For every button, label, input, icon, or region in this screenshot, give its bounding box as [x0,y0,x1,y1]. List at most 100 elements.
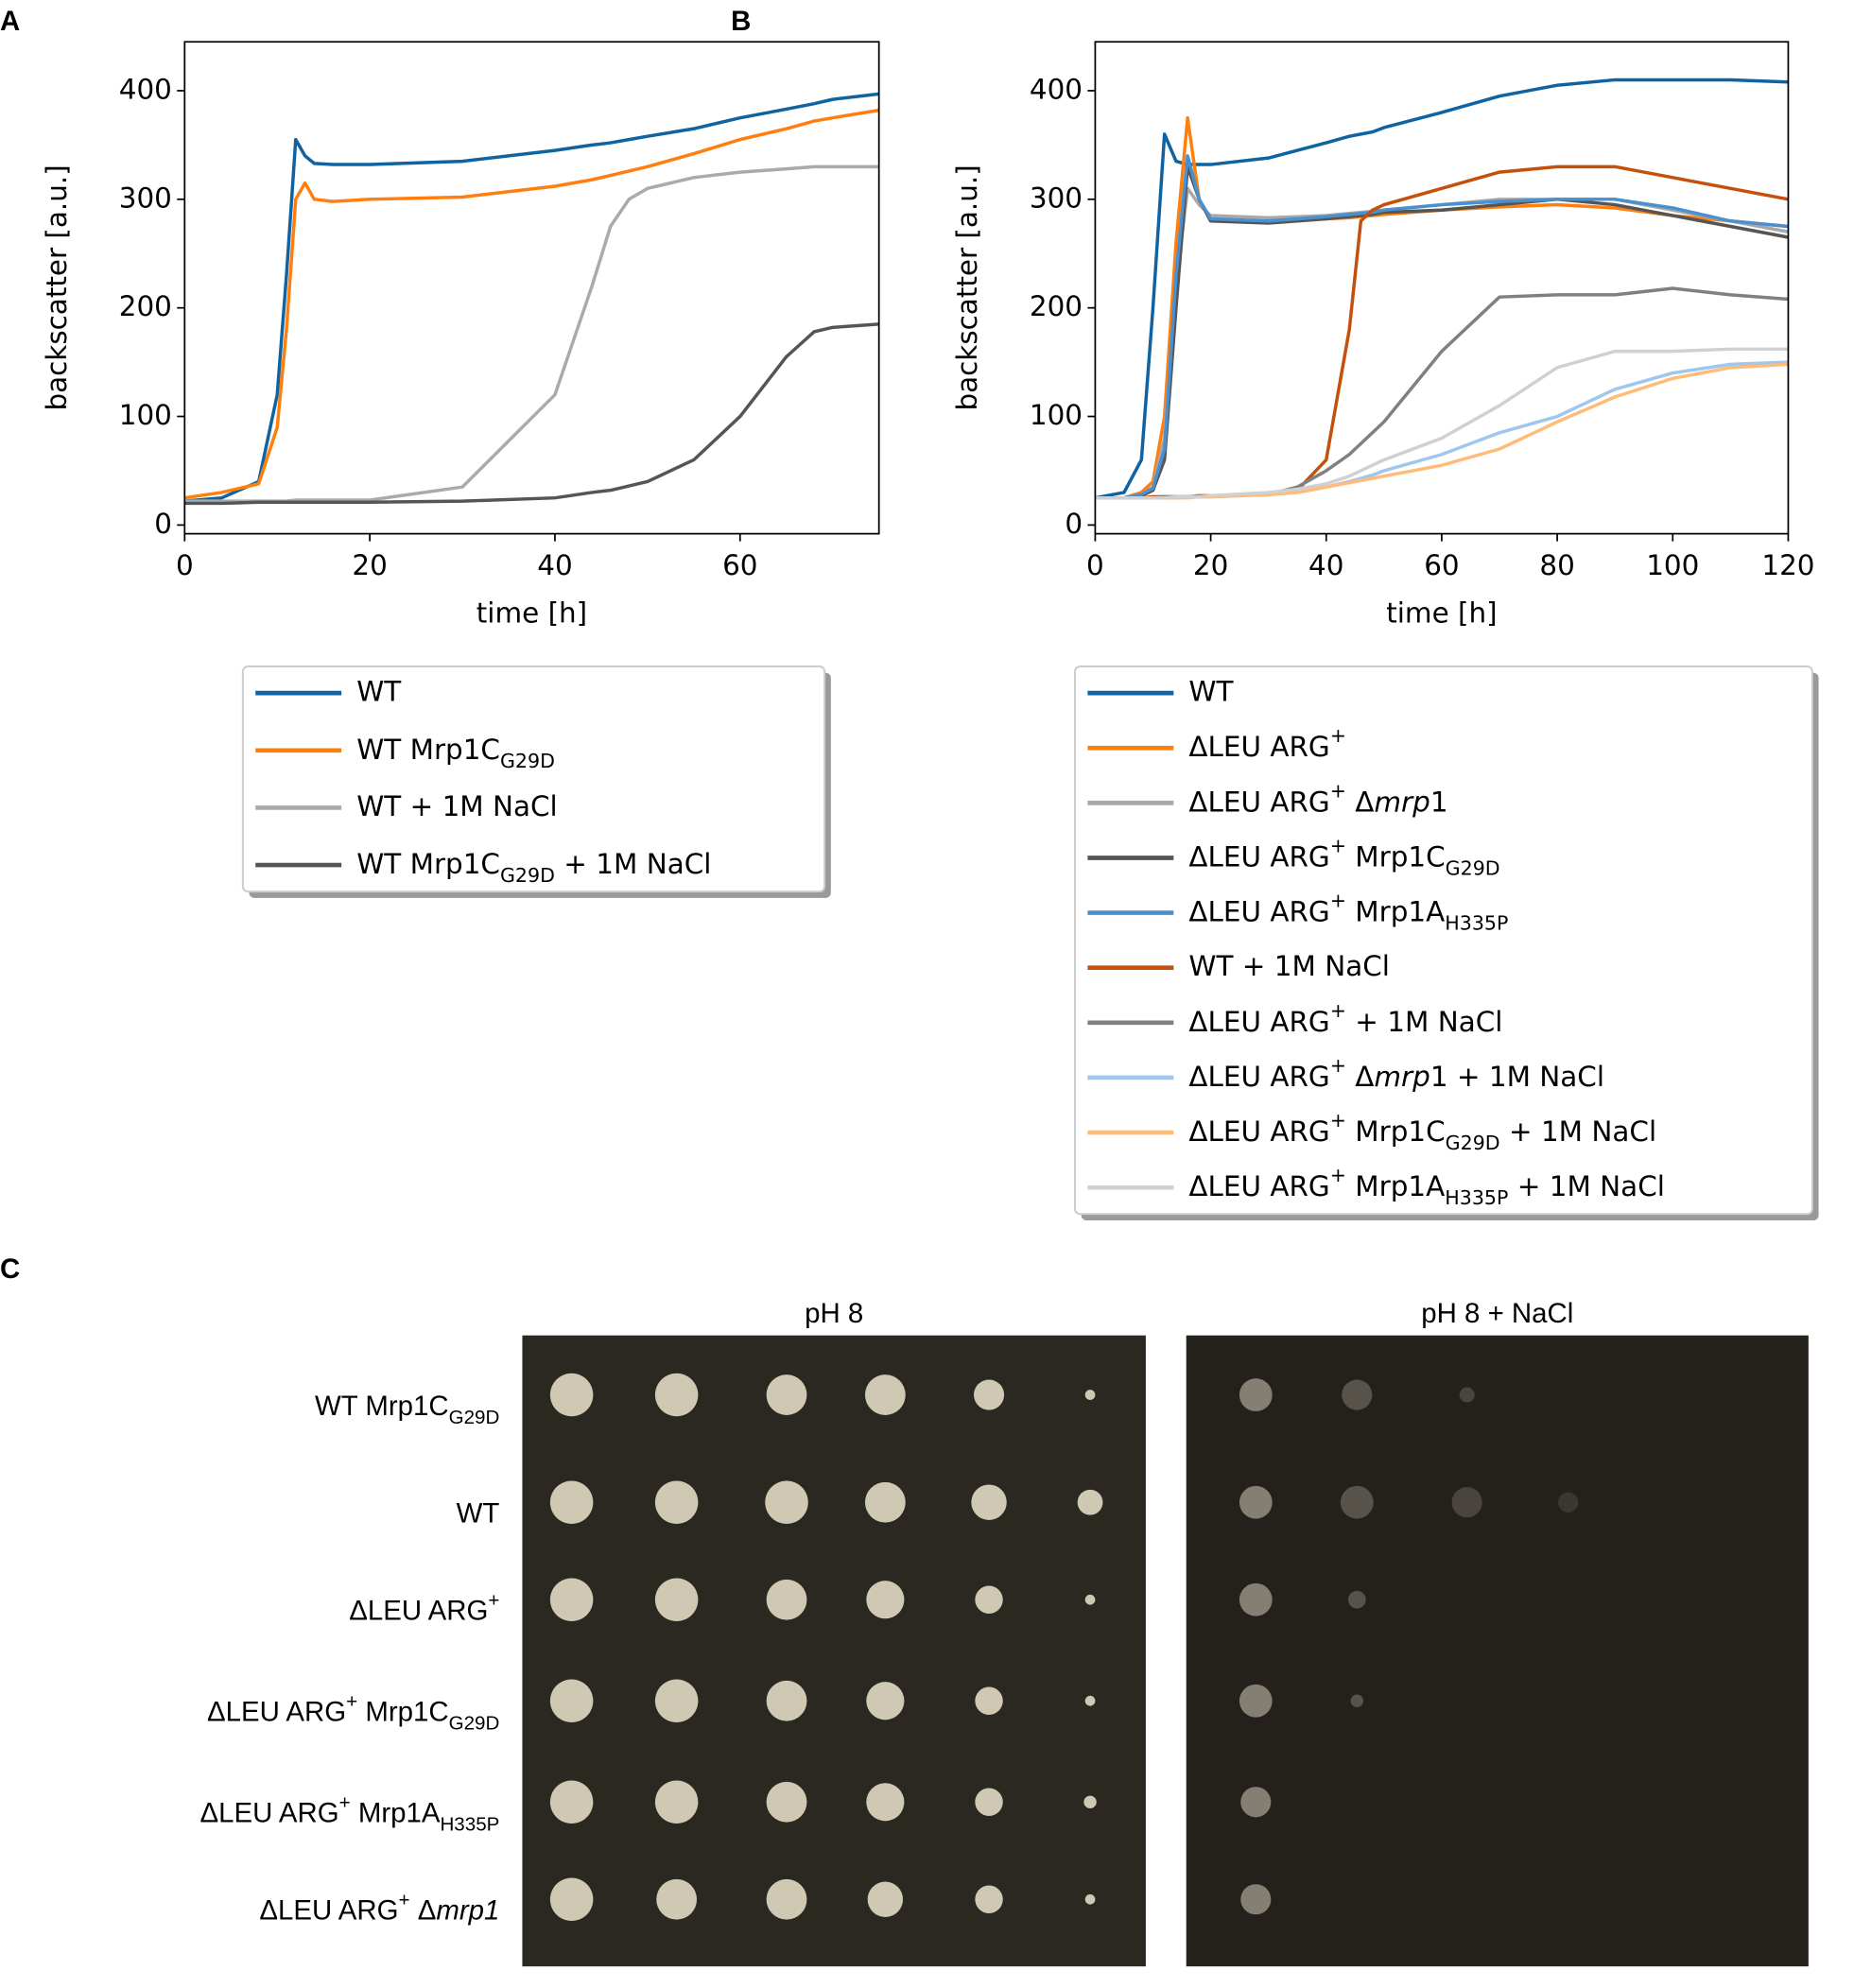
legend-label: ΔLEU ARG+ Mrp1CG29D [1188,834,1499,879]
series-line [1095,154,1789,500]
colony-spot [866,1581,905,1619]
colony-spot [1084,1390,1096,1400]
colony-spot [654,1480,699,1524]
y-tick-label: 200 [119,290,172,322]
text-run: 1 + 1M NaCl [1430,1060,1604,1092]
legend-label: ΔLEU ARG+ Δmrp1 + 1M NaCl [1188,1054,1604,1093]
text-run-sub: G29D [449,1713,500,1735]
text-run: Δ [1346,1060,1374,1092]
colony-spot [549,1679,594,1722]
plate-photo [1186,1335,1809,1967]
legend-label: WT + 1M NaCl [1188,950,1390,982]
colony-spot [866,1783,905,1822]
legend-label: ΔLEU ARG+ Mrp1CG29D + 1M NaCl [1188,1109,1656,1154]
colony-spot [656,1878,698,1920]
text-run-sub: H335P [440,1814,499,1836]
colony-spot [864,1481,906,1523]
text-run-sup: + [1330,999,1346,1022]
colony-spot [1340,1485,1374,1519]
series-line [1095,186,1789,500]
text-run: + 1M NaCl [1500,1115,1656,1148]
text-run: Mrp1A [351,1797,441,1828]
text-run: Δ [1346,786,1374,818]
row-label: ΔLEU ARG+ [349,1590,499,1627]
text-run-it: mrp1 [436,1894,499,1926]
colony-spot [1347,1590,1366,1609]
text-run: ΔLEU ARG [1188,731,1329,763]
text-run: + 1M NaCl [555,848,711,880]
colony-spot [971,1484,1007,1520]
colony-spot [654,1679,699,1722]
colony-spot [1083,1795,1097,1808]
text-run-sup: + [399,1890,410,1911]
x-tick-label: 120 [1761,549,1814,581]
colony-spot [765,1480,808,1524]
y-tick-label: 0 [154,508,172,540]
plate-photo [522,1335,1146,1967]
legend-label: ΔLEU ARG+ [1188,724,1346,763]
text-run-it: mrp [1374,786,1429,818]
text-run: ΔLEU ARG [1188,1060,1329,1092]
row-label: WT Mrp1CG29D [315,1391,499,1428]
text-run-sup: + [1330,779,1346,802]
x-tick-label: 80 [1539,549,1574,581]
plot-frame [183,41,880,535]
text-run: ΔLEU ARG [1188,786,1329,818]
series-line [184,92,879,503]
x-tick-label: 60 [1424,549,1459,581]
text-run-it: mrp [1374,1060,1429,1092]
text-run: ΔLEU ARG [1188,1170,1329,1202]
colony-spot [975,1686,1003,1715]
colony-spot [766,1781,807,1823]
text-run-sup: + [346,1691,357,1713]
colony-spot [975,1885,1003,1913]
text-run: Δ [410,1894,437,1926]
row-label: ΔLEU ARG+ Mrp1AH335P [200,1792,500,1836]
text-run: ΔLEU ARG [1188,1005,1329,1037]
legend-label: ΔLEU ARG+ Mrp1AH335P [1188,890,1508,935]
y-axis-label: backscatter [a.u.] [41,164,73,410]
series-line [184,322,879,506]
text-run-sub: G29D [1446,1132,1500,1154]
text-run-sup: + [1330,890,1346,912]
y-tick-label: 400 [1030,73,1083,105]
series-line [184,164,879,503]
text-run: ΔLEU ARG [259,1894,398,1926]
legend-box [241,666,826,893]
series-line [184,108,879,500]
legend-label: ΔLEU ARG+ Δmrp1 [1188,779,1447,818]
colony-spot [1350,1694,1363,1707]
series-line [1095,78,1789,500]
colony-spot [973,1379,1005,1410]
y-tick-label: 300 [119,182,172,214]
text-run: Mrp1A [1346,1170,1445,1202]
x-axis-label: time [h] [476,597,587,630]
panel-label: B [731,6,751,37]
column-title: pH 8 + NaCl [1421,1298,1573,1329]
colony-spot [1239,1378,1273,1411]
colony-spot [1084,1695,1096,1706]
x-axis-label: time [h] [1386,597,1497,630]
text-run: WT Mrp1C [315,1391,449,1422]
colony-spot [1240,1787,1272,1818]
panel-label: A [0,6,20,37]
colony-spot [766,1878,807,1920]
colony-spot [766,1374,807,1415]
colony-spot [1239,1684,1273,1718]
legend-label: WT [356,676,402,708]
x-tick-label: 0 [1086,549,1104,581]
colony-spot [864,1374,906,1415]
text-run: ΔLEU ARG [1188,1115,1329,1148]
legend-label: WT + 1M NaCl [356,790,558,822]
colony-spot [766,1680,807,1721]
legend-label: ΔLEU ARG+ Mrp1AH335P + 1M NaCl [1188,1164,1665,1209]
y-tick-label: 100 [1030,399,1083,431]
text-run: ΔLEU ARG [349,1595,488,1626]
series-line [1095,360,1789,500]
text-run: ΔLEU ARG [207,1696,346,1727]
x-tick-label: 40 [537,549,572,581]
legend-label: WT [1188,676,1234,708]
plot-frame [1094,41,1790,535]
row-label: ΔLEU ARG+ Δmrp1 [259,1890,499,1927]
